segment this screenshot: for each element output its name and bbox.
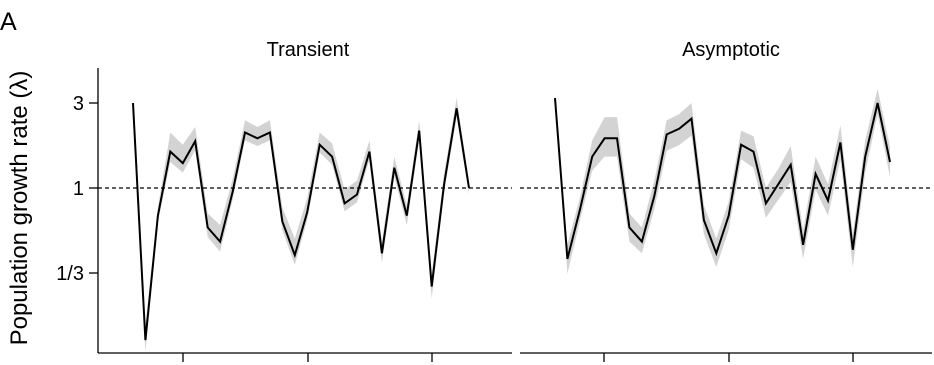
- confidence-band: [133, 98, 469, 352]
- axes-group: [520, 352, 932, 362]
- series-line-group: [554, 97, 891, 260]
- confidence-band-group: [555, 88, 890, 274]
- panel-title-transient: Transient: [267, 39, 350, 61]
- panel-asymptotic: Asymptotic: [520, 39, 932, 362]
- series-line: [554, 97, 891, 260]
- series-line: [132, 102, 470, 341]
- confidence-band: [555, 88, 890, 274]
- y-tick-label: 1/3: [56, 263, 84, 285]
- confidence-band-group: [133, 98, 469, 352]
- panel-title-asymptotic: Asymptotic: [682, 39, 780, 61]
- axes-group: 1/3 1 3: [56, 68, 512, 362]
- y-tick-label: 3: [73, 93, 84, 115]
- y-axis-label: Population growth rate (λ): [6, 71, 33, 346]
- panel-transient: Transient 1/3 1 3: [56, 39, 512, 362]
- series-line-group: [132, 102, 470, 341]
- panel-letter: A: [0, 8, 17, 36]
- y-tick-label: 1: [73, 178, 84, 200]
